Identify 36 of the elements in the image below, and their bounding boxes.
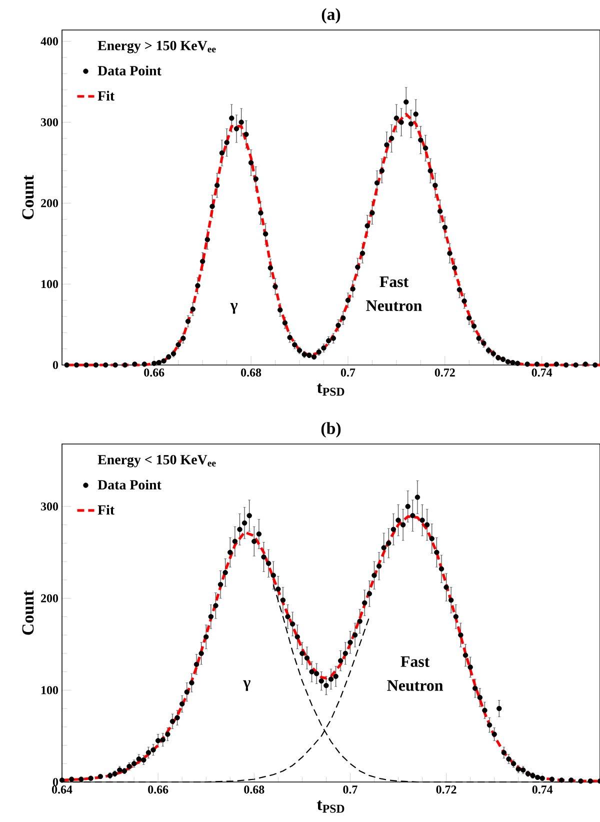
x-tick-label: 0.68 xyxy=(244,786,264,794)
annotation: Fast Neutron xyxy=(366,276,422,312)
x-tick-label: 0.66 xyxy=(148,786,168,794)
x-tick-label: 0.74 xyxy=(532,786,553,794)
x-tick-label: 0.7 xyxy=(343,786,358,794)
annotation: γ xyxy=(230,303,238,314)
y-axis-title: Count xyxy=(22,174,34,220)
x-tick-label: 0.7 xyxy=(340,368,356,377)
y-axis-title: Count xyxy=(22,590,34,635)
y-tick-label: 200 xyxy=(41,199,58,208)
y-tick-label: 100 xyxy=(42,280,58,288)
chart-title: (b) xyxy=(321,422,341,438)
y-tick-label: 0 xyxy=(52,360,58,370)
y-tick-label: 300 xyxy=(41,502,58,510)
annotation: γ xyxy=(243,680,250,691)
legend-title: Energy < 150 KeV$_{ee}$ xyxy=(98,454,216,468)
x-tick-label: 0.68 xyxy=(241,368,262,377)
x-axis-title: t$_{PSD}$ xyxy=(317,800,344,813)
x-tick-label: 0.72 xyxy=(434,368,455,377)
legend-label: Fit xyxy=(98,504,115,515)
x-tick-label: 0.64 xyxy=(52,786,72,794)
x-axis-title: t$_{PSD}$ xyxy=(317,383,344,396)
y-tick-label: 100 xyxy=(42,686,58,694)
legend-label: Data Point xyxy=(98,66,162,76)
y-tick-label: 400 xyxy=(40,37,58,46)
y-tick-label: 0 xyxy=(52,778,58,786)
chart-title: (a) xyxy=(322,8,340,24)
y-tick-label: 300 xyxy=(41,118,58,126)
x-tick-label: 0.72 xyxy=(436,786,456,794)
legend-label: Fit xyxy=(98,90,115,101)
annotation: Fast Neutron xyxy=(387,656,444,691)
legend-title: Energy > 150 KeV$_{ee}$ xyxy=(98,40,216,54)
y-tick-label: 200 xyxy=(41,594,58,602)
legend-label: Data Point xyxy=(98,480,162,490)
x-tick-label: 0.66 xyxy=(144,368,164,377)
x-tick-label: 0.74 xyxy=(532,368,552,377)
